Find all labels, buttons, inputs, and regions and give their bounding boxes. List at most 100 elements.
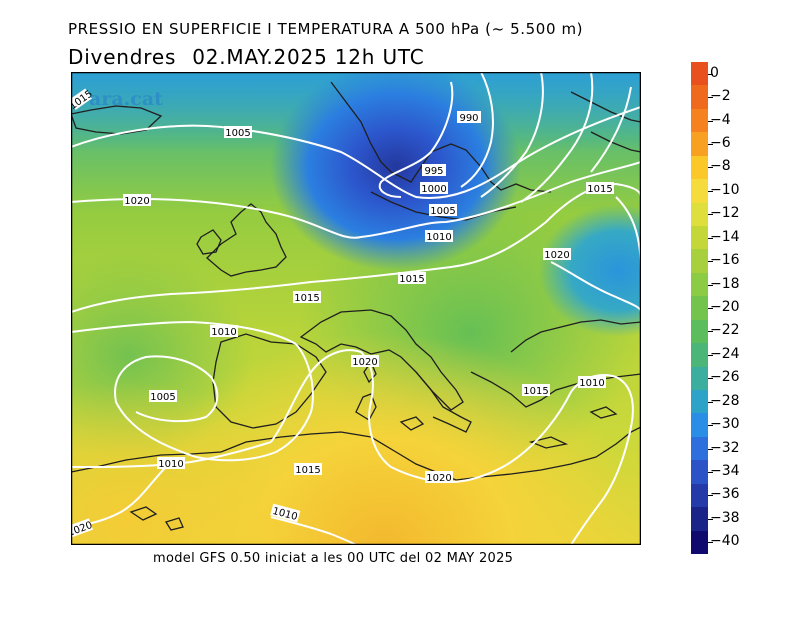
isobar-label: 1020 <box>425 471 453 484</box>
colorbar-swatch <box>691 249 708 274</box>
isobar-label: 1015 <box>522 384 550 397</box>
isobar-label: 1005 <box>224 126 252 139</box>
colorbar-tick <box>708 495 713 497</box>
colorbar-label: −8 <box>710 158 731 175</box>
colorbar-label: −10 <box>710 181 740 198</box>
colorbar-label: −12 <box>710 205 740 222</box>
colorbar-label: −24 <box>710 345 740 362</box>
svg-text:1010: 1010 <box>426 232 451 243</box>
colorbar-swatch <box>691 62 708 86</box>
colorbar-swatch <box>691 272 708 297</box>
svg-text:995: 995 <box>424 166 443 177</box>
colorbar-label: −18 <box>710 275 740 292</box>
colorbar-label: −38 <box>710 509 740 526</box>
colorbar-label: −40 <box>710 533 740 550</box>
isobar-label: 990 <box>457 111 481 124</box>
colorbar-swatch <box>691 460 708 485</box>
colorbar-label: −26 <box>710 369 740 386</box>
map-frame <box>71 72 641 545</box>
colorbar-tick <box>708 167 713 169</box>
colorbar-swatch <box>691 483 708 508</box>
temperature-field <box>71 72 641 545</box>
isobar-label: 1020 <box>351 355 379 368</box>
colorbar-label: −16 <box>710 252 740 269</box>
watermark-logo: ara.cat <box>89 88 163 110</box>
colorbar-swatch <box>691 390 708 414</box>
colorbar-tick <box>708 472 713 473</box>
colorbar-tick <box>708 97 713 99</box>
colorbar-tick <box>708 378 713 380</box>
colorbar-swatch <box>691 366 708 391</box>
svg-text:1020: 1020 <box>544 250 569 261</box>
isobar-label: 1010 <box>210 325 238 338</box>
colorbar-tick <box>708 284 713 286</box>
svg-text:1020: 1020 <box>124 196 149 207</box>
colorbar-label: −32 <box>710 439 740 456</box>
colorbar-swatch <box>691 436 708 461</box>
colorbar-strip <box>691 62 708 555</box>
colorbar-swatch <box>691 226 708 250</box>
colorbar-label: −22 <box>710 322 740 339</box>
isobar-label: 1020 <box>543 248 571 261</box>
isobar-label: 1015 <box>294 463 322 476</box>
isobar-label: 1015 <box>293 291 321 304</box>
isobar-label: 1020 <box>123 194 151 207</box>
colorbar-swatch <box>691 413 708 438</box>
svg-text:1010: 1010 <box>211 327 236 338</box>
colorbar-swatch <box>691 85 708 110</box>
svg-text:1005: 1005 <box>225 128 250 139</box>
colorbar-label: −4 <box>710 111 731 128</box>
isobar-label: 995 <box>422 164 446 177</box>
svg-text:1015: 1015 <box>523 386 548 397</box>
isobar-label: 1010 <box>578 376 606 389</box>
colorbar-label: −34 <box>710 463 740 479</box>
colorbar-swatch <box>691 202 708 227</box>
colorbar-label: −30 <box>710 416 740 433</box>
colorbar-label: −6 <box>710 135 731 151</box>
map-datetime: Divendres 02.MAY.2025 12h UTC <box>68 45 441 69</box>
date-label: 02.MAY.2025 12h UTC <box>192 45 425 69</box>
colorbar-tick <box>708 542 713 544</box>
colorbar-tick <box>708 190 713 192</box>
map-title: PRESSIO EN SUPERFICIE I TEMPERATURA A 50… <box>68 20 584 38</box>
colorbar-tick <box>708 120 713 122</box>
colorbar-swatch <box>691 155 708 180</box>
colorbar-swatch <box>691 296 708 321</box>
colorbar-label: −20 <box>710 299 740 315</box>
svg-text:1015: 1015 <box>295 465 320 476</box>
colorbar-tick <box>708 425 713 427</box>
colorbar-label: −28 <box>710 392 740 409</box>
svg-text:1010: 1010 <box>579 378 604 389</box>
colorbar-tick <box>708 401 713 403</box>
svg-text:1000: 1000 <box>421 184 446 195</box>
colorbar-tick <box>708 518 713 520</box>
isobar-label: 1010 <box>157 457 185 470</box>
colorbar-tick <box>708 214 713 216</box>
colorbar-tick <box>708 354 713 356</box>
colorbar-tick <box>708 261 713 263</box>
weather-map: 1015 990 1005 995 1000 1005 1010 1015 10… <box>71 72 641 545</box>
colorbar-swatch <box>691 507 708 532</box>
isobar-label: 1005 <box>149 390 177 403</box>
isobar-label: 1005 <box>429 204 457 217</box>
svg-text:1015: 1015 <box>294 293 319 304</box>
colorbar-label: −36 <box>710 486 740 503</box>
svg-text:1005: 1005 <box>150 392 175 403</box>
colorbar-swatch <box>691 319 708 344</box>
svg-text:1010: 1010 <box>158 459 183 470</box>
isobar-labels: 1015 990 1005 995 1000 1005 1010 1015 10… <box>71 88 614 539</box>
colorbar-tick <box>708 73 713 75</box>
isobar-label: 1010 <box>425 230 453 243</box>
isobar-label: 1015 <box>586 182 614 195</box>
colorbar-swatch <box>691 343 708 368</box>
colorbar-tick <box>708 308 713 309</box>
colorbar-swatch <box>691 108 708 133</box>
svg-text:1005: 1005 <box>430 206 455 217</box>
colorbar-swatch <box>691 132 708 157</box>
svg-text:1020: 1020 <box>426 473 451 484</box>
colorbar-label: −14 <box>710 228 740 245</box>
isobar-label: 1015 <box>398 272 426 285</box>
colorbar-swatch <box>691 179 708 204</box>
colorbar-label: −2 <box>710 88 731 105</box>
colorbar-tick <box>708 144 713 145</box>
